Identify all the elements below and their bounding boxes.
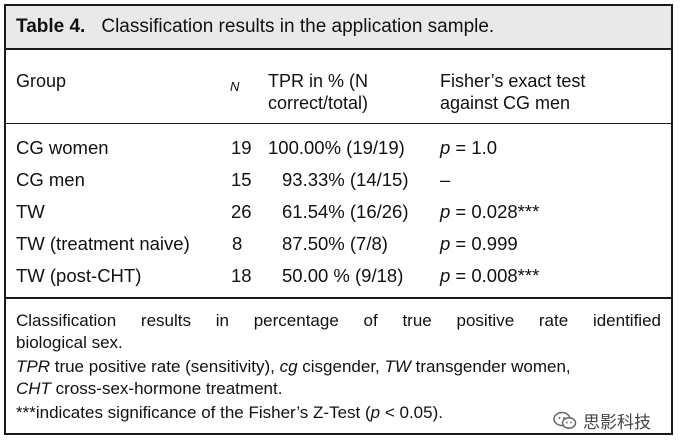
table-frame: Table 4. Classification results in the a…	[4, 4, 673, 435]
row-fisher: p = 0.999	[440, 233, 518, 255]
row-fisher: p = 0.008***	[440, 265, 539, 287]
row-tpr: 100.00% (19/19)	[268, 137, 405, 158]
row-group: TW (treatment naive)	[16, 233, 190, 254]
watermark: 思影科技	[553, 408, 651, 433]
footnote-description-cont: biological sex.	[16, 333, 123, 352]
header-tpr-line1: TPR in % (N	[268, 71, 369, 91]
header-tpr: TPR in % (N correct/total)	[268, 70, 368, 114]
footnote-abbreviations: TPR true positive rate (sensitivity), cg…	[16, 356, 661, 378]
row-fisher-value: = 0.008***	[450, 265, 540, 286]
row-group: TW	[16, 201, 45, 222]
table-row: CG women 19 100.00% (19/19) p = 1.0	[6, 137, 671, 167]
row-fisher-value: = 0.028***	[450, 201, 540, 222]
row-fisher: –	[440, 169, 450, 191]
row-fisher-value: –	[440, 169, 451, 190]
footer-rule	[6, 297, 671, 299]
header-rule	[6, 123, 671, 124]
sig-text: ***indicates significance of the Fisher’…	[16, 403, 371, 422]
footnote-significance: ***indicates significance of the Fisher’…	[16, 402, 661, 424]
row-tpr: 93.33% (14/15)	[282, 169, 409, 190]
header-tpr-line2: correct/total)	[268, 93, 369, 113]
row-fisher-value: = 1.0	[450, 137, 498, 158]
table-caption: Table 4. Classification results in the a…	[6, 6, 671, 50]
table-row: CG men 15 93.33% (14/15) –	[6, 169, 671, 199]
abbr-tpr-def: true positive rate (sensitivity),	[50, 357, 280, 376]
abbr-cg: cg	[279, 357, 298, 376]
row-n: 26	[231, 201, 252, 222]
row-tpr: 87.50% (7/8)	[282, 233, 388, 254]
footnote-abbreviations-cont: CHT cross-sex-hormone treatment.	[16, 378, 661, 400]
header-fisher-line2: against CG men	[440, 93, 571, 113]
abbr-tw-def: transgender women,	[410, 357, 571, 376]
row-fisher-p: p	[440, 201, 451, 222]
header-n: N	[230, 79, 240, 94]
table-row: TW (post-CHT) 18 50.00 % (9/18) p = 0.00…	[6, 265, 671, 295]
sig-threshold: < 0.05).	[380, 403, 443, 422]
footnote-description: Classification results in percentage of …	[16, 311, 661, 330]
row-tpr: 50.00 % (9/18)	[282, 265, 404, 286]
row-fisher-value: = 0.999	[450, 233, 518, 254]
row-n: 8	[232, 233, 243, 254]
row-group: TW (post-CHT)	[16, 265, 142, 286]
row-fisher-p: p	[440, 233, 451, 254]
row-group: CG women	[16, 137, 109, 158]
row-tpr: 61.54% (16/26)	[282, 201, 409, 222]
abbr-cht-def: cross-sex-hormone treatment.	[50, 379, 283, 398]
header-fisher: Fisher’s exact test against CG men	[440, 70, 585, 114]
abbr-cg-def: cisgender,	[297, 357, 385, 376]
header-fisher-line1: Fisher’s exact test	[440, 71, 586, 91]
wechat-icon	[553, 411, 577, 429]
abbr-cht: CHT	[16, 379, 51, 398]
row-n: 18	[231, 265, 252, 286]
sig-p: p	[370, 403, 381, 422]
table-title: Classification results in the applicatio…	[101, 16, 495, 37]
table-row: TW 26 61.54% (16/26) p = 0.028***	[6, 201, 671, 231]
row-fisher: p = 1.0	[440, 137, 497, 159]
abbr-tw: TW	[384, 357, 411, 376]
abbr-tpr: TPR	[16, 357, 50, 376]
row-fisher-p: p	[440, 265, 451, 286]
header-group: Group	[16, 71, 67, 91]
row-n: 15	[231, 169, 252, 190]
row-fisher: p = 0.028***	[440, 201, 539, 223]
watermark-text: 思影科技	[583, 413, 651, 432]
row-group: CG men	[16, 169, 85, 190]
row-n: 19	[231, 137, 252, 158]
table-label: Table 4.	[16, 16, 86, 37]
table-row: TW (treatment naive) 8 87.50% (7/8) p = …	[6, 233, 671, 263]
row-fisher-p: p	[440, 137, 451, 158]
